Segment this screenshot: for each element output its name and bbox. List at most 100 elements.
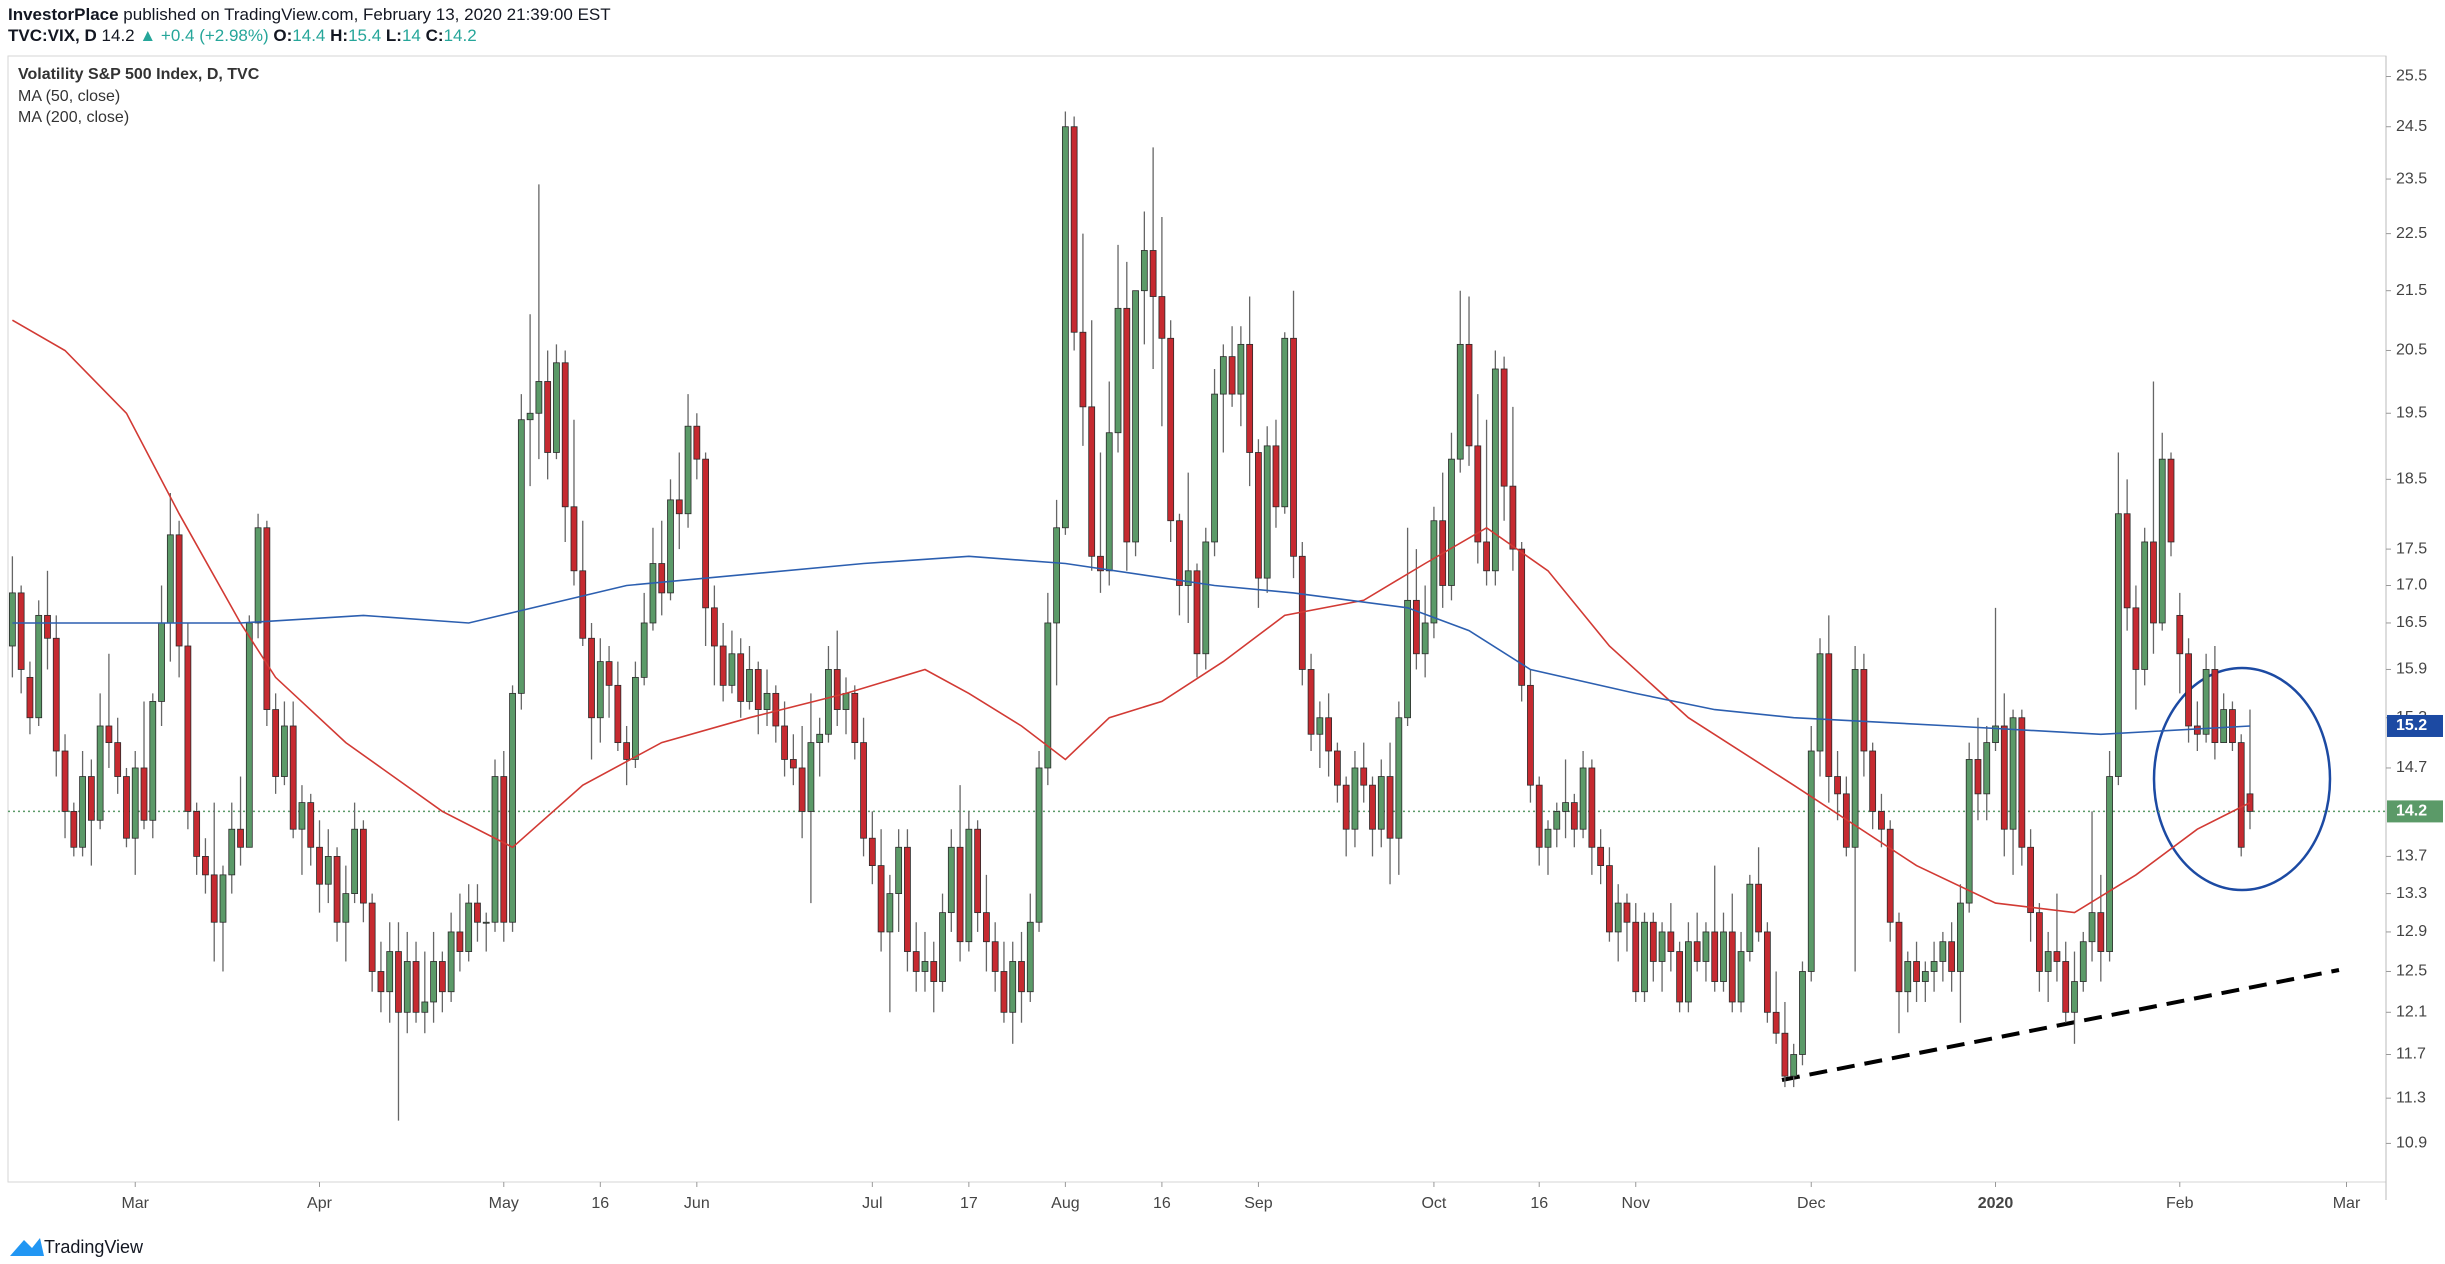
candle-body (1456, 343, 1464, 460)
candle-body (70, 811, 78, 848)
x-tick-label: Mar (2333, 1195, 2361, 1212)
price-badge-bg (2387, 714, 2443, 737)
candle-body (947, 846, 955, 914)
candle-body (254, 527, 262, 624)
candle-body (1588, 767, 1596, 848)
candle-body (517, 419, 525, 694)
candle-body (1527, 684, 1534, 786)
legend-entry: MA (200, close) (18, 109, 129, 126)
candle-body (105, 725, 113, 744)
candle-body (1921, 971, 1929, 982)
candle-body (1562, 802, 1569, 812)
candle-body (1878, 811, 1885, 830)
candle-body (833, 669, 841, 710)
candle-body (2009, 717, 2017, 830)
footer-logo: TradingView (10, 1237, 144, 1257)
x-tick-label: Jul (862, 1195, 882, 1212)
candle-body (588, 637, 595, 719)
candle-body (1685, 941, 1692, 1003)
candle-body (491, 776, 499, 923)
candle-body (474, 902, 481, 923)
candle-body (386, 951, 394, 993)
candle-body (991, 941, 999, 972)
price-badge-label: 15.2 (2396, 717, 2427, 734)
candle-body (904, 846, 911, 952)
candle-body (1544, 828, 1552, 848)
y-tick-label: 12.1 (2396, 1004, 2427, 1021)
candle-body (2097, 912, 2105, 952)
candle-body (96, 725, 104, 821)
candle-body (816, 733, 824, 744)
x-tick-label: May (489, 1195, 519, 1212)
x-tick-label: Apr (307, 1195, 333, 1212)
candle-body (403, 961, 411, 1013)
y-tick-label: 20.5 (2396, 342, 2427, 359)
candle-body (1202, 541, 1210, 655)
candle-body (1167, 337, 1175, 522)
candle-body (939, 912, 946, 982)
y-tick-label: 17.5 (2396, 540, 2427, 557)
candle-body (202, 856, 209, 876)
logo-icon (10, 1238, 44, 1256)
candle-body (17, 592, 25, 670)
candle-body (1632, 921, 1640, 993)
y-tick-label: 12.5 (2396, 963, 2427, 980)
candle-body (114, 742, 122, 777)
candle-body (1974, 759, 1982, 795)
candle-body (1412, 599, 1420, 655)
ohlc-value: 15.4 (348, 26, 382, 45)
candle-body (658, 563, 666, 594)
candle-body (1930, 961, 1938, 972)
y-tick-label: 22.5 (2396, 225, 2427, 242)
candle-body (44, 614, 51, 639)
candle-body (1097, 555, 1104, 572)
candle-body (1114, 307, 1122, 434)
candle-body (1772, 1011, 1780, 1034)
y-tick-label: 18.5 (2396, 471, 2427, 488)
y-tick-label: 23.5 (2396, 170, 2427, 187)
y-tick-label: 11.3 (2396, 1089, 2426, 1106)
x-tick-label: Nov (1622, 1195, 1650, 1212)
candle-body (1500, 368, 1508, 487)
candle-body (605, 661, 613, 686)
candle-body (1404, 599, 1411, 719)
candle-body (465, 902, 473, 952)
candle-body (324, 856, 332, 885)
candle-body (2062, 961, 2070, 1013)
candle-body (2018, 717, 2026, 848)
candle-body (675, 499, 683, 515)
candle-body (1869, 750, 1877, 812)
change: +0.4 (+2.98%) (160, 26, 269, 45)
candle-body (965, 828, 973, 943)
candle-body (1658, 931, 1666, 962)
candle-body (684, 425, 692, 515)
candle-body (272, 709, 280, 777)
candle-body (596, 661, 604, 719)
candle-body (1035, 767, 1043, 923)
candle-body (228, 828, 236, 876)
candle-body (1570, 802, 1578, 830)
candle-body (1176, 520, 1183, 586)
candle-body (1886, 828, 1894, 923)
candle-body (1746, 883, 1754, 952)
x-tick-label: Mar (121, 1195, 149, 1212)
candle-body (772, 692, 780, 727)
ohlc-value: 14.4 (292, 26, 326, 45)
candle-body (1641, 921, 1648, 993)
candle-body (1079, 331, 1087, 408)
y-tick-label: 15.9 (2396, 661, 2427, 678)
candle-body (210, 874, 218, 923)
candle-body (412, 961, 420, 1013)
candle-body (2000, 725, 2008, 830)
candle-body (877, 865, 885, 933)
candle-body (482, 921, 490, 924)
symbol: TVC:VIX, D (8, 26, 97, 45)
candle-body (1255, 452, 1262, 579)
publisher: InvestorPlace (8, 5, 119, 24)
candle-body (702, 458, 709, 609)
candle-body (52, 637, 60, 752)
y-tick-label: 14.7 (2396, 759, 2427, 776)
candle-body (1430, 520, 1438, 624)
candle-body (1790, 1054, 1798, 1077)
candle-body (2079, 941, 2087, 982)
